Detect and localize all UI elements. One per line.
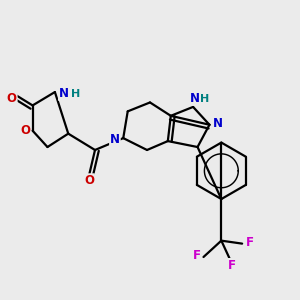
Text: F: F — [246, 236, 254, 249]
Text: O: O — [7, 92, 17, 105]
Text: O: O — [84, 174, 94, 187]
Text: F: F — [193, 249, 201, 262]
Text: N: N — [59, 87, 69, 100]
Text: H: H — [200, 94, 209, 103]
Text: N: N — [190, 92, 200, 105]
Text: N: N — [110, 133, 120, 146]
Text: O: O — [20, 124, 30, 137]
Text: F: F — [228, 259, 236, 272]
Text: H: H — [71, 88, 80, 98]
Text: N: N — [213, 117, 223, 130]
